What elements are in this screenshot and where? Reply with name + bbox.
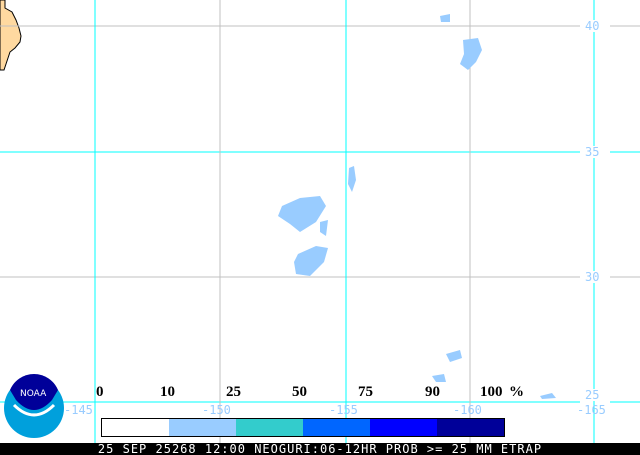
precip-area (432, 374, 446, 382)
legend-swatch (437, 419, 504, 436)
precip-area (460, 38, 482, 70)
precip-area (446, 350, 462, 362)
lon-label-160: -160 (453, 403, 482, 417)
lat-label-30: 30 (583, 270, 602, 284)
precip-area (320, 220, 328, 236)
precip-area (348, 166, 356, 192)
legend-swatch (102, 419, 169, 436)
noaa-logo-text: NOAA (20, 389, 47, 399)
legend-tick: 75 (358, 384, 373, 400)
lat-label-25: 25 (583, 388, 602, 402)
precip-area (540, 393, 556, 399)
precip-areas (278, 14, 556, 399)
legend-tick: 0 (96, 384, 104, 400)
legend-tick: 90 (425, 384, 440, 400)
lon-label-150: -150 (202, 403, 231, 417)
legend-color-bar (101, 418, 505, 437)
noaa-logo (4, 374, 64, 438)
grid-lines (0, 0, 640, 443)
land-mass (0, 0, 22, 71)
legend-unit: % (509, 384, 524, 400)
lon-label-165: -165 (577, 403, 606, 417)
legend-tick: 10 (160, 384, 175, 400)
legend-tick: 25 (226, 384, 241, 400)
lon-label-155: -155 (329, 403, 358, 417)
lat-label-40: 40 (583, 19, 602, 33)
lat-label-35: 35 (583, 145, 602, 159)
precip-area (294, 246, 328, 276)
precip-area (440, 14, 450, 22)
footer-caption: 25 SEP 25268 12:00 NEOGURI:06-12HR PROB … (0, 443, 640, 455)
legend-tick: 50 (292, 384, 307, 400)
legend-tick: 100 (480, 384, 503, 400)
legend-swatch (303, 419, 370, 436)
legend-swatch (169, 419, 236, 436)
lon-label-145: -145 (64, 403, 93, 417)
legend-swatch (236, 419, 303, 436)
precip-area (278, 196, 326, 232)
legend-swatch (370, 419, 437, 436)
